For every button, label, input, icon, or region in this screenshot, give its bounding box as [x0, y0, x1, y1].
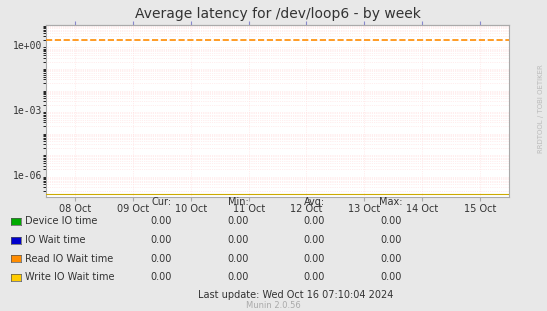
Text: Munin 2.0.56: Munin 2.0.56 [246, 301, 301, 310]
Text: 0.00: 0.00 [227, 235, 249, 245]
Text: 0.00: 0.00 [380, 254, 402, 264]
Text: Write IO Wait time: Write IO Wait time [25, 272, 114, 282]
Text: 0.00: 0.00 [304, 254, 325, 264]
Text: 0.00: 0.00 [304, 272, 325, 282]
Text: 0.00: 0.00 [227, 254, 249, 264]
Text: 1e-06: 1e-06 [13, 171, 42, 181]
Text: 1e-03: 1e-03 [13, 106, 42, 116]
Text: IO Wait time: IO Wait time [25, 235, 85, 245]
Text: 0.00: 0.00 [304, 216, 325, 226]
Text: Min:: Min: [228, 197, 248, 207]
Text: Read IO Wait time: Read IO Wait time [25, 254, 113, 264]
Text: Last update: Wed Oct 16 07:10:04 2024: Last update: Wed Oct 16 07:10:04 2024 [199, 290, 394, 300]
Text: 1e+00: 1e+00 [13, 41, 42, 51]
Text: 0.00: 0.00 [150, 254, 172, 264]
Text: 0.00: 0.00 [380, 235, 402, 245]
Text: RRDTOOL / TOBI OETIKER: RRDTOOL / TOBI OETIKER [538, 64, 544, 153]
Text: Avg:: Avg: [304, 197, 325, 207]
Text: 0.00: 0.00 [380, 216, 402, 226]
Text: Device IO time: Device IO time [25, 216, 97, 226]
Text: 0.00: 0.00 [150, 272, 172, 282]
Text: 0.00: 0.00 [304, 235, 325, 245]
Text: 0.00: 0.00 [150, 216, 172, 226]
Text: 0.00: 0.00 [380, 272, 402, 282]
Text: 0.00: 0.00 [150, 235, 172, 245]
Text: 0.00: 0.00 [227, 216, 249, 226]
Text: Cur:: Cur: [152, 197, 171, 207]
Text: 0.00: 0.00 [227, 272, 249, 282]
Title: Average latency for /dev/loop6 - by week: Average latency for /dev/loop6 - by week [135, 7, 421, 21]
Text: Max:: Max: [380, 197, 403, 207]
